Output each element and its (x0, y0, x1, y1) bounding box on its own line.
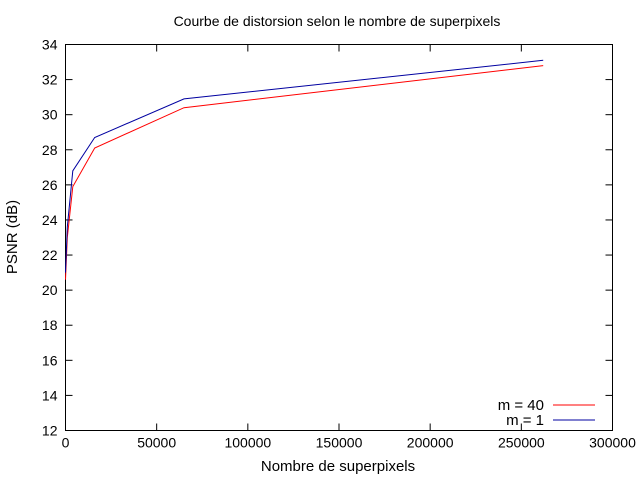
y-tick-label: 12 (42, 423, 58, 439)
series-lines (65, 59, 544, 280)
y-tick-label: 20 (42, 282, 58, 298)
y-tick-label: 18 (42, 317, 58, 333)
x-tick-label: 250000 (498, 435, 545, 451)
y-tick-label: 32 (42, 72, 58, 88)
x-axis-label: Nombre de superpixels (261, 458, 415, 475)
y-axis: 12 14 16 18 20 22 24 26 28 30 32 34 (42, 37, 613, 439)
y-tick-label: 14 (42, 387, 58, 403)
y-tick-label: 34 (42, 37, 58, 53)
legend-label-0: m = 40 (498, 397, 544, 414)
x-tick-label: 100000 (224, 435, 271, 451)
plot-frame (65, 44, 613, 431)
y-tick-label: 22 (42, 247, 58, 263)
y-tick-label: 24 (42, 212, 58, 228)
y-axis-label: PSNR (dB) (4, 200, 21, 274)
y-tick-label: 30 (42, 107, 58, 123)
x-tick-label: 150000 (316, 435, 363, 451)
y-tick-label: 28 (42, 142, 58, 158)
legend-label-1: m = 1 (506, 412, 544, 429)
y-tick-label: 26 (42, 177, 58, 193)
legend: m = 40m = 1 (498, 397, 595, 429)
series-line-0 (65, 65, 544, 280)
x-axis: 0 50000 100000 150000 200000 250000 300000 (62, 44, 636, 451)
chart-title: Courbe de distorsion selon le nombre de … (174, 13, 501, 29)
plot-area (65, 44, 613, 431)
x-tick-label: 200000 (407, 435, 454, 451)
y-tick-label: 16 (42, 352, 58, 368)
x-tick-label: 50000 (137, 435, 176, 451)
x-tick-label: 300000 (589, 435, 636, 451)
x-tick-label: 0 (62, 435, 70, 451)
series-line-1 (65, 59, 544, 273)
